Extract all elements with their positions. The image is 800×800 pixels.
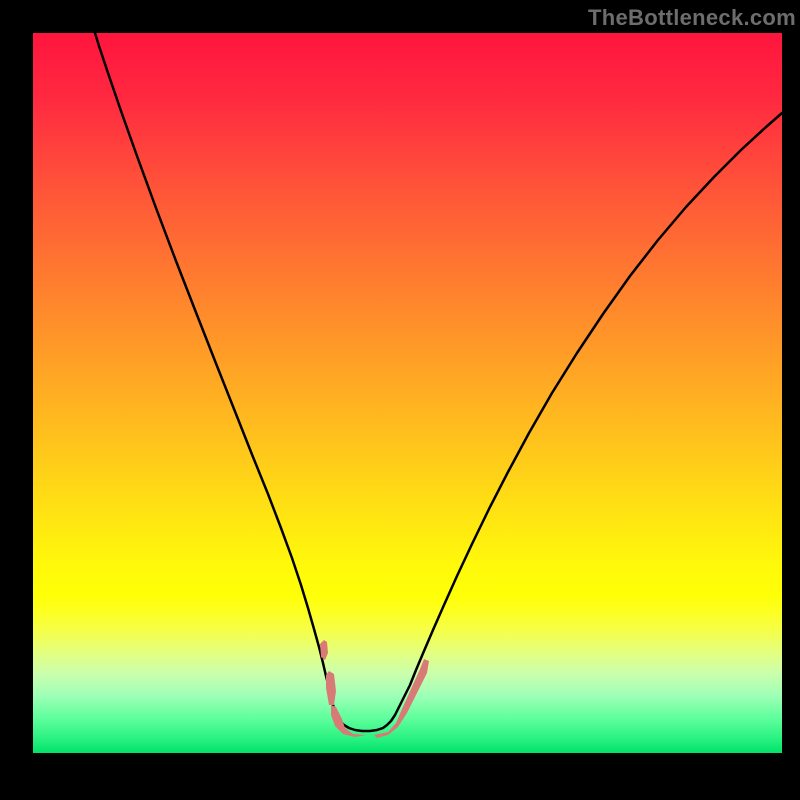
curve-layer xyxy=(33,33,782,753)
bottleneck-curve xyxy=(95,33,782,731)
marker-blob-3 xyxy=(374,659,429,738)
plot-area xyxy=(33,33,782,753)
outer-frame: TheBottleneck.com xyxy=(0,0,800,800)
marker-blob-1 xyxy=(326,671,336,705)
watermark-text: TheBottleneck.com xyxy=(588,5,796,31)
marker-blob-0 xyxy=(320,640,328,660)
